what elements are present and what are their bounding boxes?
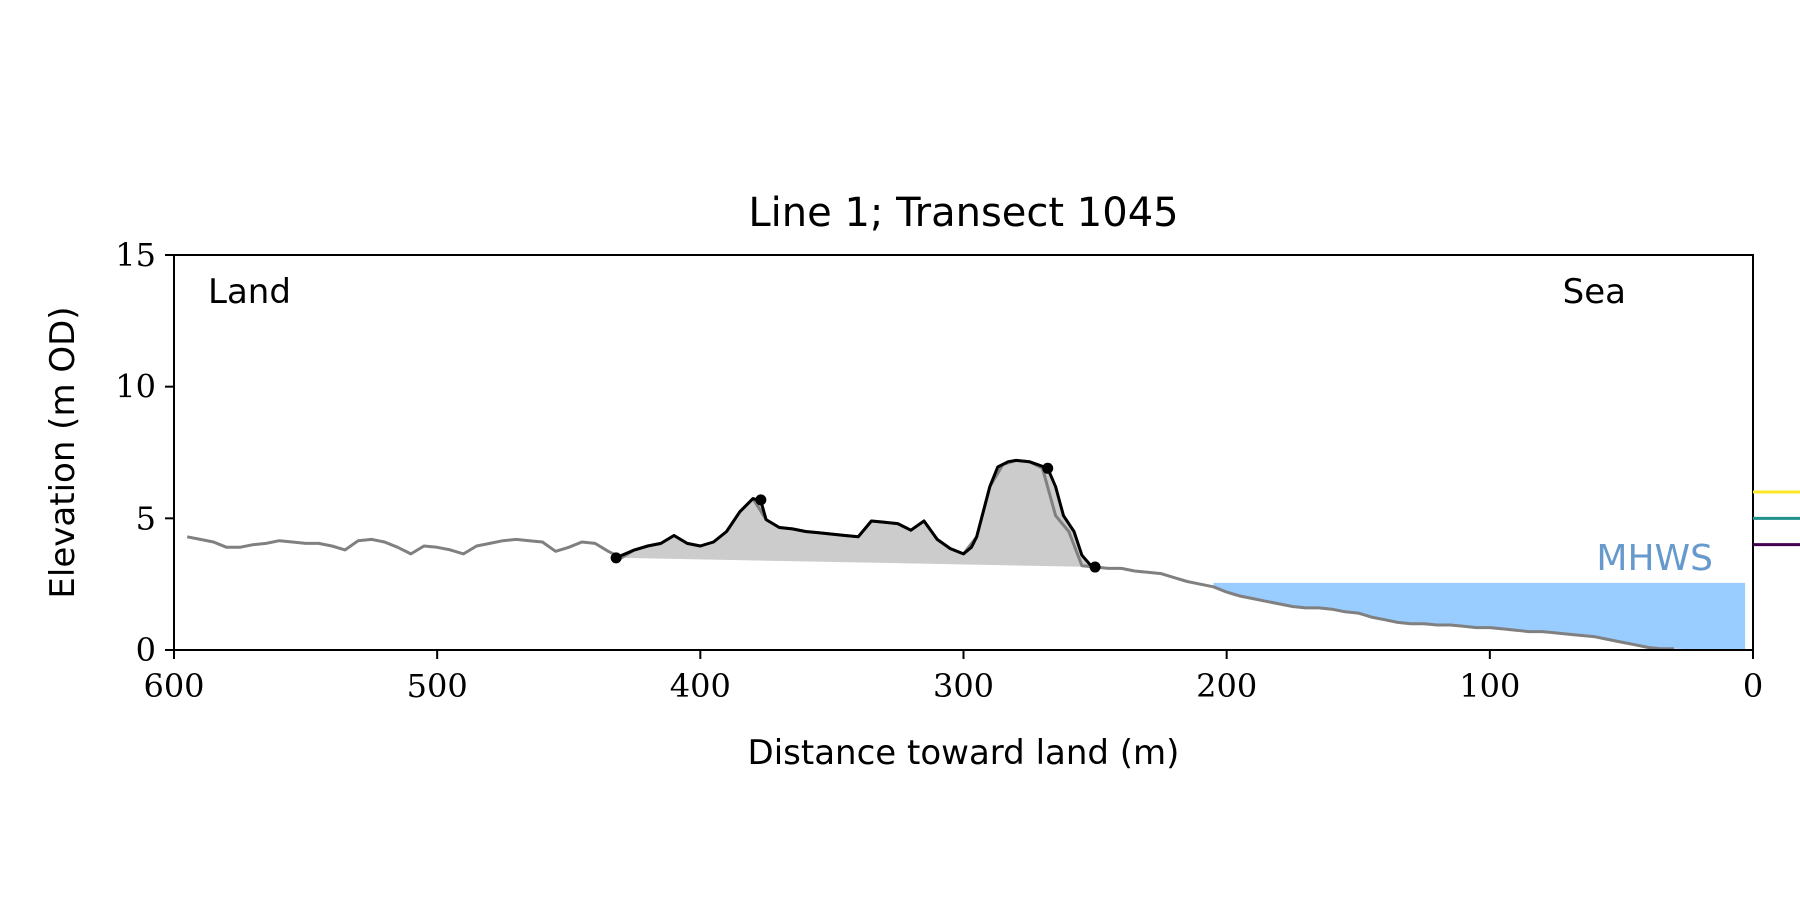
dune-volume-area — [616, 460, 1096, 567]
x-tick-label-200: 200 — [1196, 667, 1257, 705]
dune-point-2 — [755, 494, 767, 506]
dune-point-1 — [610, 552, 622, 564]
dune-point-4 — [1089, 561, 1101, 573]
x-tick-label-600: 600 — [143, 667, 204, 705]
y-tick-label-15: 15 — [115, 236, 156, 274]
y-tick-label-0: 0 — [136, 631, 156, 669]
sea-label: Sea — [1563, 272, 1626, 312]
mhws-water-area — [1213, 582, 1746, 650]
x-axis-label: Distance toward land (m) — [748, 733, 1180, 773]
y-axis-label: Elevation (m OD) — [43, 306, 83, 598]
land-label: Land — [208, 272, 291, 312]
plot-layer — [186, 458, 1746, 650]
x-tick-label-500: 500 — [407, 667, 468, 705]
y-tick-label-5: 5 — [136, 499, 156, 537]
x-tick-label-400: 400 — [670, 667, 731, 705]
x-axis-ticks: 600 500 400 300 200 100 0 — [143, 650, 1763, 705]
dune-outline-line — [615, 458, 1096, 569]
chart-title: Line 1; Transect 1045 — [748, 190, 1178, 236]
x-tick-label-100: 100 — [1459, 667, 1520, 705]
x-tick-label-0: 0 — [1743, 667, 1763, 705]
dune-point-3 — [1042, 462, 1054, 474]
y-tick-label-10: 10 — [115, 368, 156, 406]
mhws-label: MHWS — [1596, 538, 1713, 579]
x-tick-label-300: 300 — [933, 667, 994, 705]
y-axis-ticks: 0 5 10 15 — [115, 236, 174, 669]
